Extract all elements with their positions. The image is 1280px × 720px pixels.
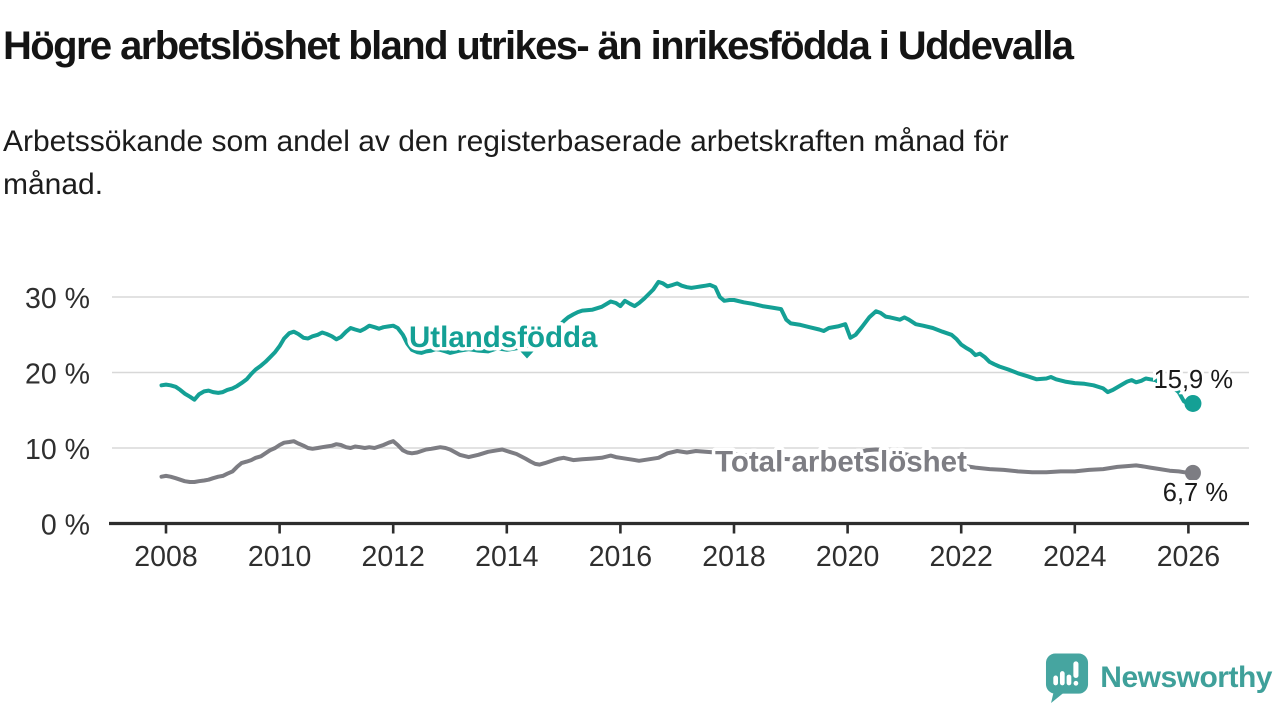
x-tick-label-2020: 2020 bbox=[816, 541, 879, 573]
x-tick-label-2012: 2012 bbox=[361, 541, 424, 573]
x-tick-label-2022: 2022 bbox=[929, 541, 992, 573]
series-label-total: Total arbetslöshet bbox=[715, 446, 967, 479]
y-tick-label-20: 20 % bbox=[25, 359, 90, 391]
endpoint-dot-total bbox=[1184, 464, 1201, 481]
newsworthy-logo-icon bbox=[1046, 653, 1089, 703]
subtitle-line-2: månad. bbox=[3, 168, 104, 201]
end-value-label-total: 6,7 % bbox=[1163, 479, 1228, 507]
y-tick-label-30: 30 % bbox=[25, 283, 90, 315]
page-title: Högre arbetslöshet bland utrikes- än inr… bbox=[3, 24, 1074, 68]
series-label-utlandsfodda: Utlandsfödda bbox=[409, 321, 598, 354]
x-tick-label-2014: 2014 bbox=[475, 541, 539, 573]
x-tick-label-2010: 2010 bbox=[248, 541, 311, 573]
y-tick-label-10: 10 % bbox=[25, 434, 90, 466]
unemployment-line-chart: 2008 2010 2012 2014 2016 2018 2020 2022 2024 2026… bbox=[25, 279, 1249, 573]
x-tick-label-2026: 2026 bbox=[1157, 541, 1220, 573]
series-line-total bbox=[159, 439, 1195, 484]
endpoint-dot-utlandsfodda bbox=[1184, 394, 1202, 412]
page-subtitle: Arbetssökande som andel av den registerb… bbox=[3, 120, 1203, 206]
series-label-caret bbox=[520, 351, 534, 359]
y-tick-label-0: 0 % bbox=[41, 510, 90, 542]
x-tick-label-2008: 2008 bbox=[134, 541, 197, 573]
series-line-utlandsfodda bbox=[159, 279, 1195, 407]
newsworthy-branding: Newsworthy bbox=[1045, 652, 1272, 704]
x-tick-label-2016: 2016 bbox=[589, 541, 652, 573]
x-tick-label-2018: 2018 bbox=[702, 541, 765, 573]
x-tick-label-2024: 2024 bbox=[1043, 541, 1107, 573]
end-value-label-utlandsfodda: 15,9 % bbox=[1154, 366, 1233, 394]
subtitle-line-1: Arbetssökande som andel av den registerb… bbox=[3, 125, 1009, 158]
newsworthy-wordmark: Newsworthy bbox=[1100, 661, 1272, 694]
